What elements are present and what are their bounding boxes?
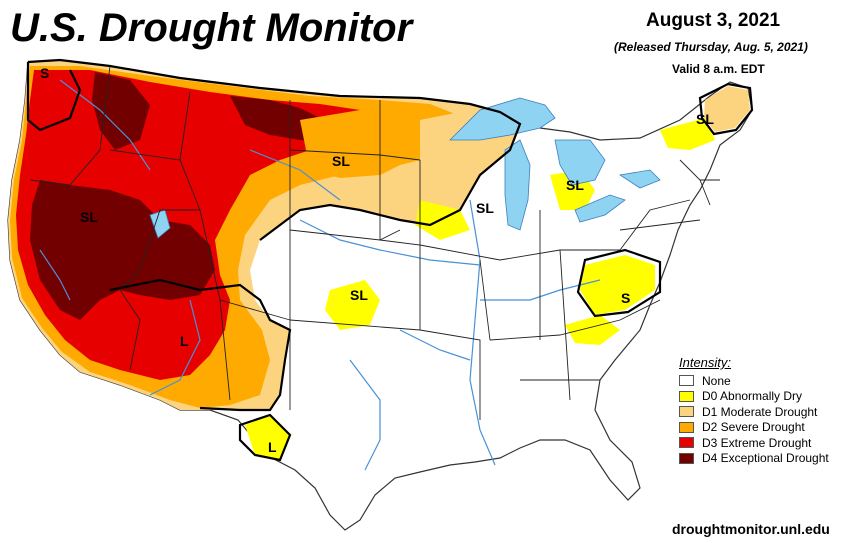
label-va-s: S — [621, 290, 630, 306]
label-mi-sl: SL — [566, 177, 584, 193]
legend-item-d3: D3 Extreme Drought — [679, 435, 829, 451]
great-salt-lake — [149, 209, 171, 239]
northern-d4-region — [92, 72, 150, 150]
legend-label: D1 Moderate Drought — [702, 404, 818, 419]
label-ks-sl: SL — [350, 287, 368, 303]
valid-time: Valid 8 a.m. EDT — [672, 62, 765, 76]
legend-swatch — [679, 421, 694, 433]
label-az-l: L — [180, 333, 189, 349]
legend-label: None — [702, 373, 731, 388]
lake-ontario — [618, 169, 661, 189]
impact-lines — [26, 58, 754, 462]
iowa-d0-patch — [415, 200, 470, 240]
label-me-sl: SL — [696, 111, 714, 127]
label-ca-nv-sl: SL — [80, 209, 98, 225]
legend-item-d2: D2 Severe Drought — [679, 420, 829, 436]
legend-item-d4: D4 Exceptional Drought — [679, 451, 829, 467]
label-tx-l: L — [268, 439, 277, 455]
legend-label: D3 Extreme Drought — [702, 435, 812, 450]
lake-michigan — [504, 139, 531, 231]
label-wa-s: S — [40, 65, 49, 81]
lake-huron — [554, 139, 606, 186]
ne-d0-region — [660, 118, 715, 150]
rivers — [39, 79, 601, 471]
release-note: (Released Thursday, Aug. 5, 2021) — [614, 40, 808, 54]
legend-swatch — [679, 375, 694, 387]
legend-label: D0 Abnormally Dry — [702, 389, 803, 404]
legend-swatch — [679, 452, 694, 464]
legend-title: Intensity: — [679, 355, 732, 370]
tx-d0-region — [245, 415, 290, 460]
western-d4-region — [30, 180, 215, 320]
va-d0-region — [580, 255, 655, 315]
legend-item-none: None — [679, 373, 829, 389]
dakotas-d2-region — [300, 110, 420, 178]
label-nd-sl: SL — [332, 153, 350, 169]
legend-swatch — [679, 406, 694, 418]
legend: Intensity: None D0 Abnormally Dry D1 Mod… — [679, 355, 829, 466]
legend-item-d0: D0 Abnormally Dry — [679, 389, 829, 405]
legend-item-d1: D1 Moderate Drought — [679, 404, 829, 420]
page-title: U.S. Drought Monitor — [10, 6, 413, 50]
nc-d0-region — [565, 315, 620, 345]
label-mn-sl: SL — [476, 200, 494, 216]
legend-label: D2 Severe Drought — [702, 420, 805, 435]
kansas-d0-patch — [325, 280, 380, 330]
lake-erie — [574, 194, 626, 223]
footer-url: droughtmonitor.unl.edu — [672, 521, 830, 537]
map-date: August 3, 2021 — [646, 10, 781, 31]
legend-label: D4 Exceptional Drought — [702, 451, 829, 466]
lake-superior — [449, 97, 556, 141]
legend-swatch — [679, 390, 694, 402]
western-d3-region — [16, 70, 380, 380]
state-borders — [29, 65, 720, 420]
legend-swatch — [679, 437, 694, 449]
maine-d1-region — [704, 86, 750, 132]
